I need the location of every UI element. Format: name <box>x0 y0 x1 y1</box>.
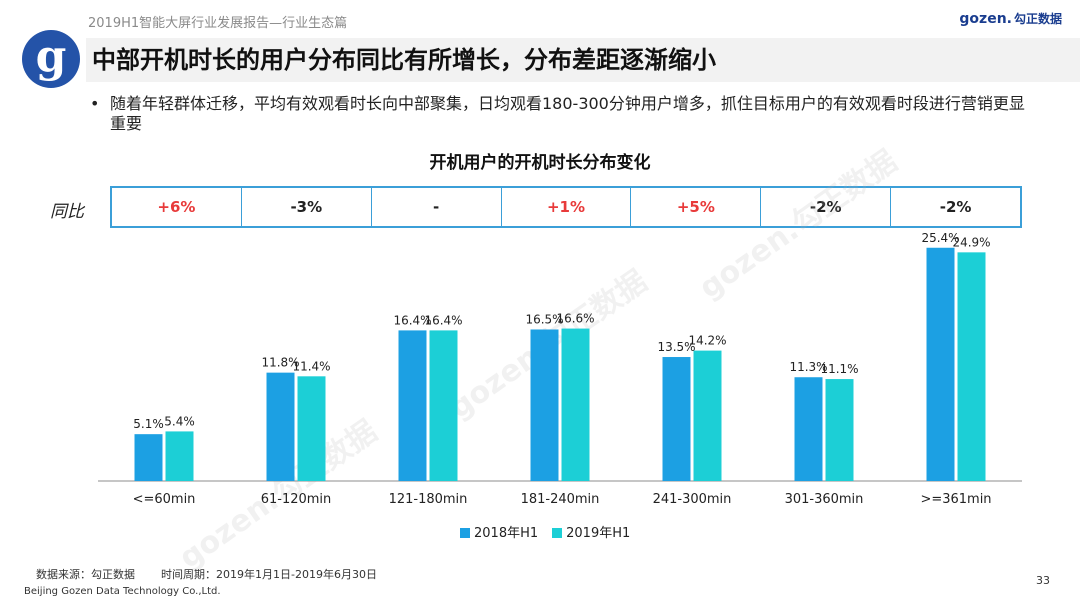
bar-2019h1 <box>561 328 590 481</box>
data-label: 5.4% <box>164 414 195 428</box>
bar-2018h1 <box>794 377 823 481</box>
report-header-title: 2019H1智能大屏行业发展报告—行业生态篇 <box>88 16 348 31</box>
data-source: 数据来源：勾正数据 <box>36 568 135 581</box>
yoy-row: +6% -3% - +1% +5% -2% -2% <box>110 186 1022 228</box>
legend-swatch <box>460 528 470 538</box>
data-label: 14.2% <box>688 334 726 348</box>
x-tick-label: 121-180min <box>389 492 468 507</box>
page-title: 中部开机时长的用户分布同比有所增长，分布差距逐渐缩小 <box>92 46 716 74</box>
legend-label: 2018年H1 <box>474 526 539 541</box>
time-period: 时间周期：2019年1月1日-2019年6月30日 <box>161 568 377 581</box>
legend-swatch <box>552 528 563 538</box>
data-label: 16.6% <box>556 312 594 326</box>
bar-2018h1 <box>266 372 295 481</box>
data-label: 13.5% <box>657 340 695 354</box>
bar-2019h1 <box>297 376 326 481</box>
legend-label: 2019年H1 <box>566 526 631 541</box>
bar-2018h1 <box>530 329 559 481</box>
chart-title: 开机用户的开机时长分布变化 <box>429 153 651 173</box>
bar-2019h1 <box>429 330 458 481</box>
data-label: 11.3% <box>789 360 827 374</box>
logo-mark: gozen. <box>959 11 1012 27</box>
data-label: 16.4% <box>424 313 462 327</box>
data-label: 16.4% <box>393 313 431 327</box>
bar-2019h1 <box>693 350 722 481</box>
logo-zh: 勾正数据 <box>1013 12 1062 26</box>
x-tick-label: 181-240min <box>521 492 600 507</box>
yoy-label: 同比 <box>50 202 84 222</box>
yoy-cell: -3% <box>242 188 372 226</box>
yoy-cell: +6% <box>112 188 242 226</box>
data-label: 11.8% <box>261 356 299 370</box>
page-number: 33 <box>1036 574 1050 587</box>
bar-2018h1 <box>398 330 427 481</box>
x-tick-label: <=60min <box>133 492 196 507</box>
gozen-g-logo-icon: g <box>22 30 80 88</box>
yoy-cell: +5% <box>631 188 762 226</box>
chart-legend: 2018年H1 2019年H1 <box>460 522 630 541</box>
bullet-marker: • <box>90 94 100 113</box>
yoy-cell: -2% <box>761 188 892 226</box>
x-tick-label: 61-120min <box>261 492 332 507</box>
footer-source: 数据来源：勾正数据 时间周期：2019年1月1日-2019年6月30日 <box>36 566 377 582</box>
bullet-text: 随着年轻群体迁移，平均有效观看时长向中部聚集，日均观看180-300分钟用户增多… <box>110 94 1025 133</box>
data-label: 11.1% <box>820 362 858 376</box>
data-label: 11.4% <box>292 359 330 373</box>
yoy-cell: -2% <box>939 198 972 216</box>
brand-logo: gozen. 勾正数据 <box>959 10 1062 27</box>
legend-item: 2019年H1 <box>552 522 630 541</box>
data-label: 16.5% <box>525 312 563 326</box>
bullet-point: • 随着年轻群体迁移，平均有效观看时长向中部聚集，日均观看180-300分钟用户… <box>90 94 1030 134</box>
legend-item: 2018年H1 <box>460 522 538 541</box>
data-label: 25.4% <box>921 231 959 245</box>
bar-2018h1 <box>662 357 691 481</box>
bar-2019h1 <box>825 379 854 481</box>
x-tick-label: 241-300min <box>653 492 732 507</box>
bar-2018h1 <box>926 247 955 481</box>
title-band <box>86 38 1080 82</box>
bar-2018h1 <box>134 434 163 481</box>
yoy-cell: - <box>372 188 502 226</box>
bar-2019h1 <box>957 252 986 481</box>
data-label: 24.9% <box>952 235 990 249</box>
x-tick-label: 301-360min <box>785 492 864 507</box>
company-name: Beijing Gozen Data Technology Co.,Ltd. <box>24 586 221 597</box>
data-label: 5.1% <box>133 417 164 431</box>
x-tick-label: >=361min <box>920 492 991 507</box>
bar-2019h1 <box>165 431 194 481</box>
yoy-cell: +1% <box>502 188 632 226</box>
